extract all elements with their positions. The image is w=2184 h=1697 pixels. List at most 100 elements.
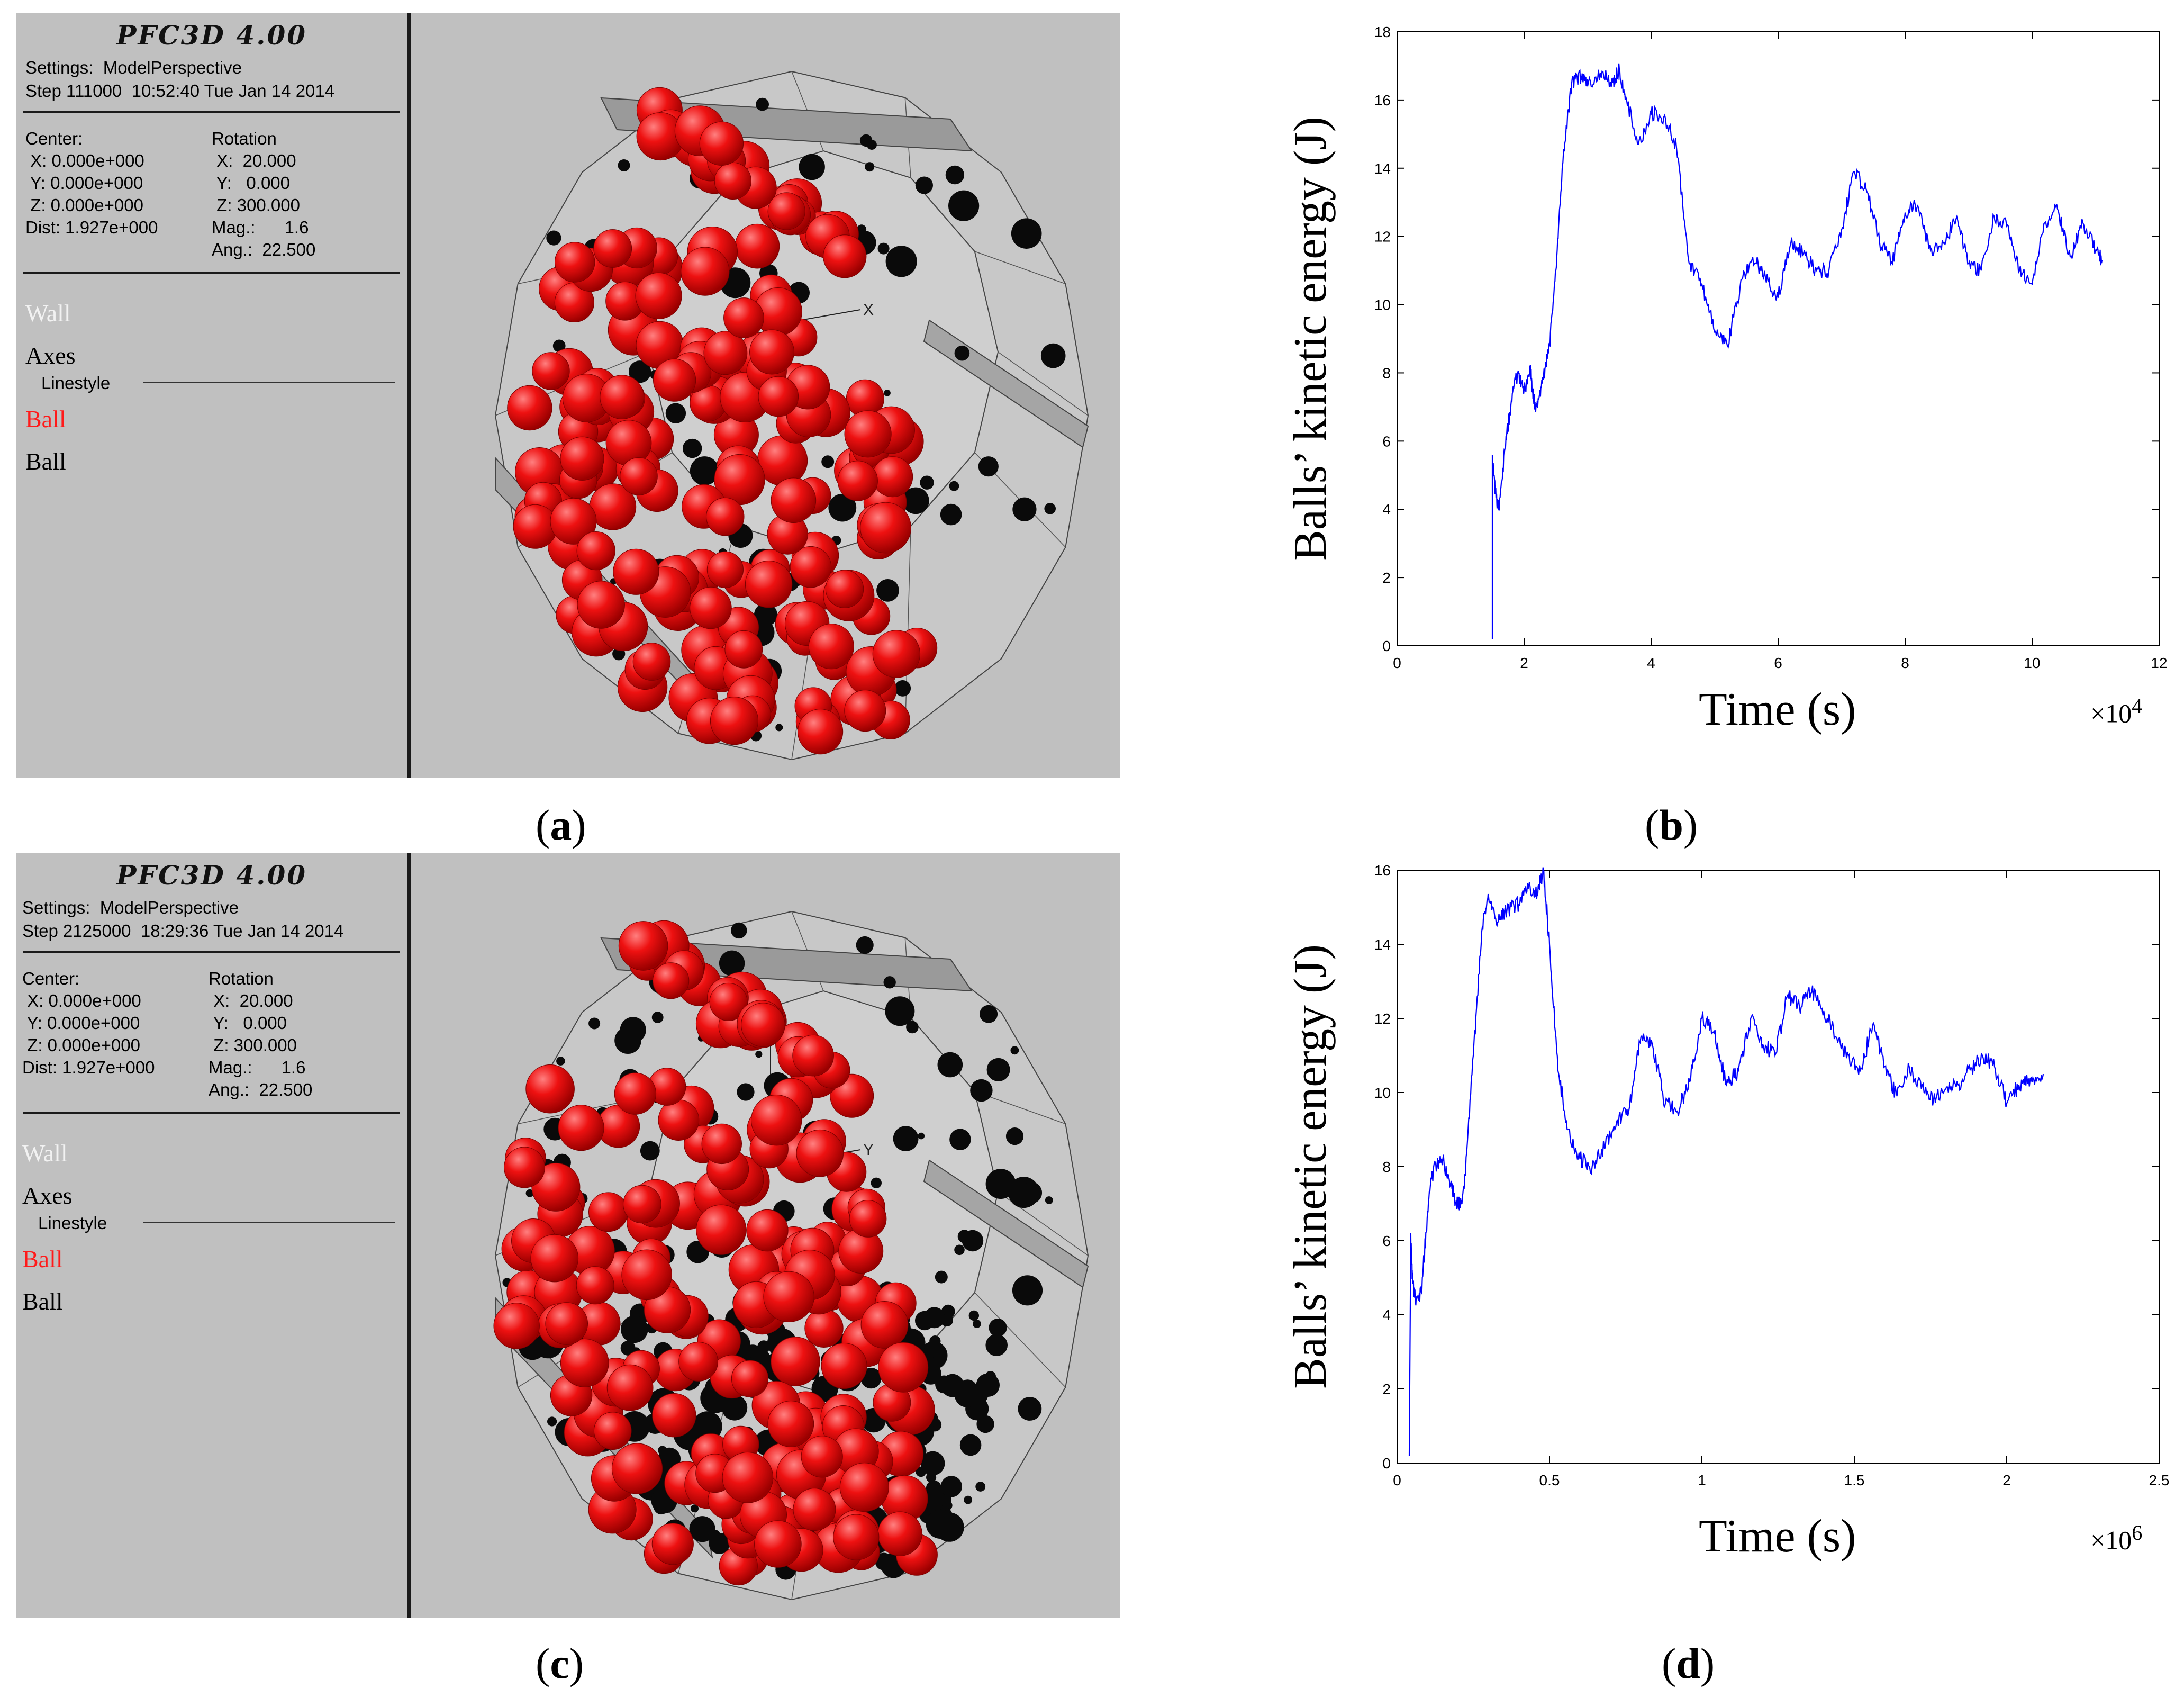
red-ball xyxy=(620,457,658,495)
red-ball xyxy=(724,630,763,669)
center-label: Center: xyxy=(25,129,83,148)
black-ball xyxy=(621,1315,648,1343)
legend-axes: Axes xyxy=(22,1182,73,1209)
center-z: Z: 0.000e+000 xyxy=(22,1035,140,1055)
black-ball xyxy=(957,1230,971,1243)
x-axis-label: Time (s) xyxy=(1699,684,1856,735)
x-multiplier-exponent: 4 xyxy=(2132,694,2143,718)
y-tick-label: 12 xyxy=(1374,229,1391,245)
y-tick-label: 4 xyxy=(1382,1307,1391,1323)
black-ball xyxy=(929,1335,941,1347)
black-ball xyxy=(954,345,970,361)
black-ball xyxy=(986,1058,1010,1081)
x-axis-label: Time (s) xyxy=(1699,1511,1856,1562)
black-ball xyxy=(689,1516,715,1542)
legend-ball-black: Ball xyxy=(22,1288,63,1315)
red-ball xyxy=(593,229,632,268)
caption-letter: c xyxy=(550,1639,569,1687)
black-ball xyxy=(690,456,719,485)
red-ball xyxy=(735,223,780,269)
axis-x-label: X xyxy=(863,301,874,319)
red-ball xyxy=(763,1271,814,1322)
center-y: Y: 0.000e+000 xyxy=(22,1013,140,1033)
x-tick-label: 6 xyxy=(1774,655,1782,671)
red-ball xyxy=(771,477,817,523)
red-ball xyxy=(681,247,730,296)
red-ball xyxy=(513,504,558,549)
red-ball xyxy=(706,497,745,536)
red-ball xyxy=(560,1339,609,1387)
black-ball xyxy=(1045,1196,1053,1204)
black-ball xyxy=(935,1270,948,1284)
black-ball xyxy=(1020,1182,1043,1204)
red-ball xyxy=(878,1342,929,1393)
rotation-label: Rotation xyxy=(209,969,274,988)
black-ball xyxy=(975,1482,986,1492)
red-ball xyxy=(576,1266,614,1305)
rotation-label: Rotation xyxy=(212,129,277,148)
black-ball xyxy=(875,1552,893,1570)
red-ball xyxy=(790,546,832,588)
black-ball xyxy=(915,1311,935,1331)
caption-a: (a) xyxy=(536,801,586,849)
red-ball xyxy=(635,272,682,320)
black-ball xyxy=(940,503,962,526)
x-tick-label: 2 xyxy=(2002,1472,2011,1488)
center-dist: Dist: 1.927e+000 xyxy=(25,218,158,237)
legend-axes: Axes xyxy=(25,342,76,369)
black-ball xyxy=(546,230,561,246)
black-ball xyxy=(1010,1046,1019,1055)
y-tick-label: 18 xyxy=(1374,24,1391,40)
red-ball xyxy=(751,1095,802,1146)
black-ball xyxy=(885,246,917,277)
red-ball xyxy=(746,1209,789,1252)
black-ball xyxy=(756,97,769,111)
black-ball xyxy=(775,724,783,732)
red-ball xyxy=(877,1511,922,1556)
black-ball xyxy=(948,190,980,221)
red-ball xyxy=(558,1105,604,1151)
legend-ball-red: Ball xyxy=(25,405,66,432)
red-ball xyxy=(606,1364,654,1411)
caption-letter: b xyxy=(1659,801,1683,849)
center-x: X: 0.000e+000 xyxy=(25,151,144,170)
chart-b-svg: 0 2 4 6 8 10 12 0 2 4 6 8 10 12 14 16 18 Balls’ kinetic e… xyxy=(1285,24,2168,671)
black-ball xyxy=(665,403,686,423)
black-ball xyxy=(525,1189,534,1197)
red-ball xyxy=(706,551,744,588)
red-ball xyxy=(611,1443,663,1494)
center-label: Center: xyxy=(22,969,80,988)
black-ball xyxy=(658,1446,667,1455)
black-ball xyxy=(620,1341,636,1356)
red-ball xyxy=(623,1185,661,1224)
red-ball xyxy=(618,921,668,971)
black-ball xyxy=(709,1533,730,1554)
y-tick-label: 12 xyxy=(1374,1010,1391,1027)
x-multiplier: ×106 xyxy=(2090,1520,2142,1556)
red-ball xyxy=(833,1514,880,1560)
linestyle-sample xyxy=(143,382,395,383)
y-tick-label: 6 xyxy=(1382,1233,1391,1249)
black-ball xyxy=(547,1416,557,1427)
energy-series-line xyxy=(1408,867,2044,1456)
wall-edge xyxy=(974,251,1066,284)
black-ball xyxy=(651,1012,664,1023)
legend-wall: Wall xyxy=(25,300,71,327)
y-tick-label: 6 xyxy=(1382,433,1391,449)
red-ball xyxy=(593,1412,632,1450)
red-ball xyxy=(658,1099,700,1141)
pfc-app-title: PFC3D 4.00 xyxy=(116,860,307,891)
pfc-panel-a: PFC3D 4.00 Settings: ModelPerspective St… xyxy=(16,13,1120,778)
red-ball xyxy=(504,1147,545,1188)
black-ball xyxy=(949,481,959,491)
black-ball xyxy=(937,1052,963,1078)
red-ball xyxy=(653,358,696,402)
x-tick-label: 8 xyxy=(1901,655,1909,671)
center-x: X: 0.000e+000 xyxy=(22,991,141,1010)
black-ball xyxy=(968,1310,980,1321)
black-ball xyxy=(731,922,747,939)
y-tick-label: 16 xyxy=(1374,92,1391,109)
plot-frame xyxy=(1397,870,2160,1464)
black-ball xyxy=(640,1141,660,1161)
divider xyxy=(23,111,400,113)
